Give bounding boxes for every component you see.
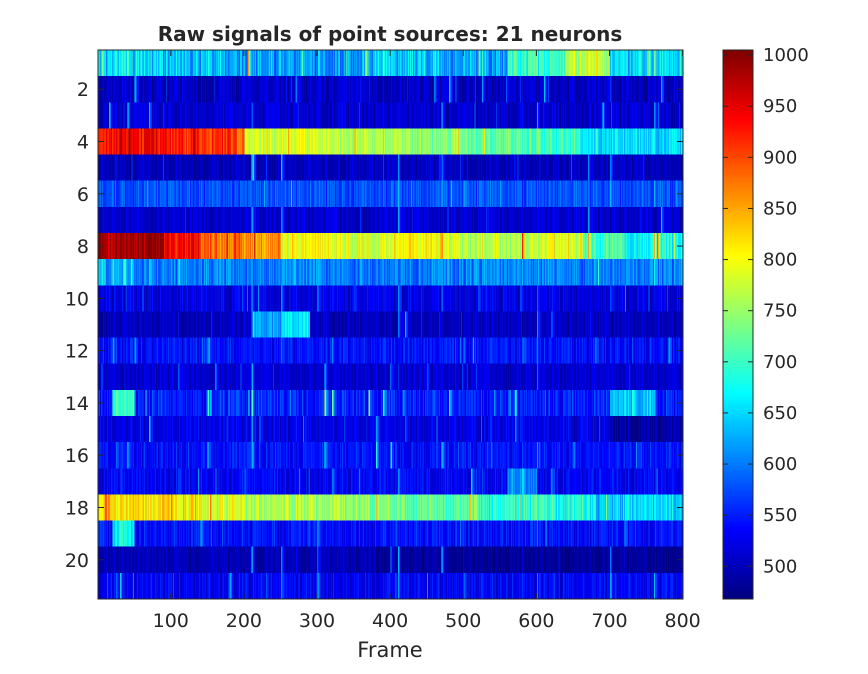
- x-tick-label: 700: [591, 610, 627, 632]
- y-tick-label: 10: [65, 288, 89, 310]
- x-tick-label: 300: [299, 610, 335, 632]
- colorbar-tick-label: 900: [763, 147, 797, 168]
- heatmap-raster: [98, 50, 683, 599]
- x-tick-label: 400: [372, 610, 408, 632]
- colorbar-tick-label: 500: [763, 556, 797, 577]
- y-tick-label: 6: [77, 184, 89, 206]
- x-tick-label: 200: [226, 610, 262, 632]
- y-tick-label: 8: [77, 236, 89, 258]
- colorbar-tick-label: 800: [763, 250, 797, 271]
- colorbar-tick-label: 650: [763, 403, 797, 424]
- x-axis-label: Frame: [357, 638, 422, 662]
- colorbar-tick-label: 700: [763, 352, 797, 373]
- colorbar-tick-label: 850: [763, 198, 797, 219]
- x-axis: 100 200 300 400 500 600 700 800: [153, 50, 701, 632]
- y-axis: 2 4 6 8 10 12 14 16 18 20: [65, 79, 683, 572]
- y-tick-label: 12: [65, 341, 89, 363]
- colorbar-tick-label: 1000: [763, 45, 809, 66]
- x-tick-label: 100: [153, 610, 189, 632]
- y-tick-label: 20: [65, 550, 89, 572]
- colorbar-tick-label: 750: [763, 301, 797, 322]
- y-tick-label: 14: [65, 393, 89, 415]
- colorbar-tick-label: 550: [763, 505, 797, 526]
- colorbar-tick-label: 950: [763, 96, 797, 117]
- colorbar-gradient: [723, 50, 753, 599]
- y-tick-label: 2: [77, 79, 89, 101]
- chart-title: Raw signals of point sources: 21 neurons: [158, 22, 623, 46]
- colorbar-tick-label: 600: [763, 454, 797, 475]
- colorbar-box: [722, 49, 754, 600]
- x-tick-label: 600: [518, 610, 554, 632]
- y-tick-label: 4: [77, 132, 89, 154]
- x-tick-label: 500: [445, 610, 481, 632]
- x-tick-label: 800: [665, 610, 701, 632]
- y-tick-label: 18: [65, 498, 89, 520]
- heatmap-image: [98, 50, 683, 599]
- colorbar: 500 550 600 650 700 750 800 850 900 950 1000: [722, 45, 809, 600]
- y-tick-label: 16: [65, 445, 89, 467]
